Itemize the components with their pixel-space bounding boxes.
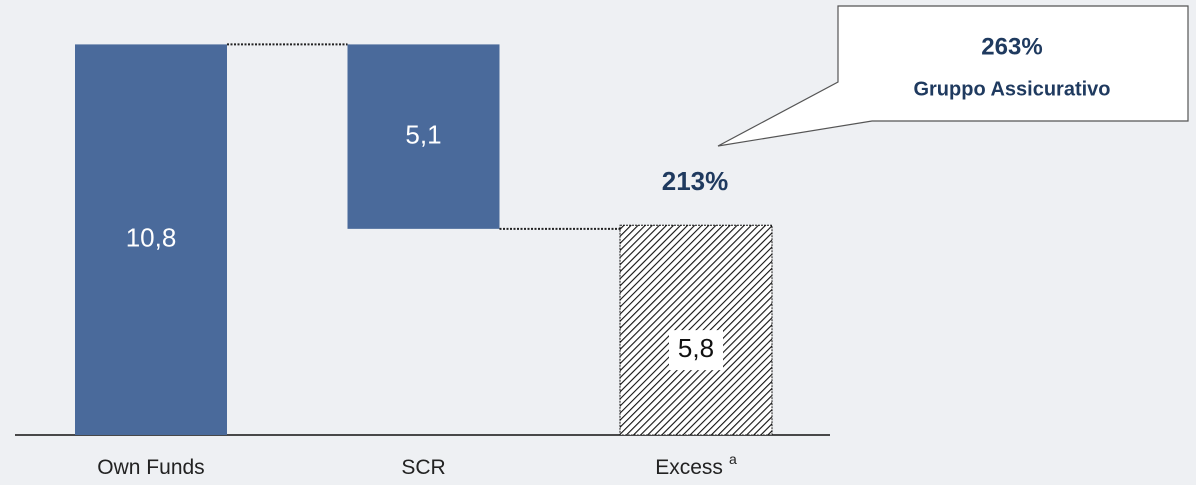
bar — [347, 44, 500, 229]
category-superscript: a — [729, 451, 737, 467]
bar — [75, 44, 227, 436]
x-tick-label: Excess a — [655, 451, 737, 479]
callout-box — [717, 5, 1189, 147]
callout-text: Gruppo Assicurativo — [913, 78, 1110, 100]
value-label: 5,8 — [678, 333, 714, 363]
value-label: 10,8 — [126, 223, 177, 253]
category-name: Excess — [655, 456, 723, 479]
callout-value: 263% — [981, 33, 1042, 60]
label-bg — [669, 330, 723, 371]
x-tick-label: SCR — [401, 456, 445, 479]
category-name: SCR — [401, 456, 445, 479]
ratio-label: 213% — [662, 166, 729, 196]
category-name: Own Funds — [97, 456, 204, 479]
x-tick-label: Own Funds — [97, 456, 204, 479]
value-label: 5,1 — [405, 120, 441, 150]
